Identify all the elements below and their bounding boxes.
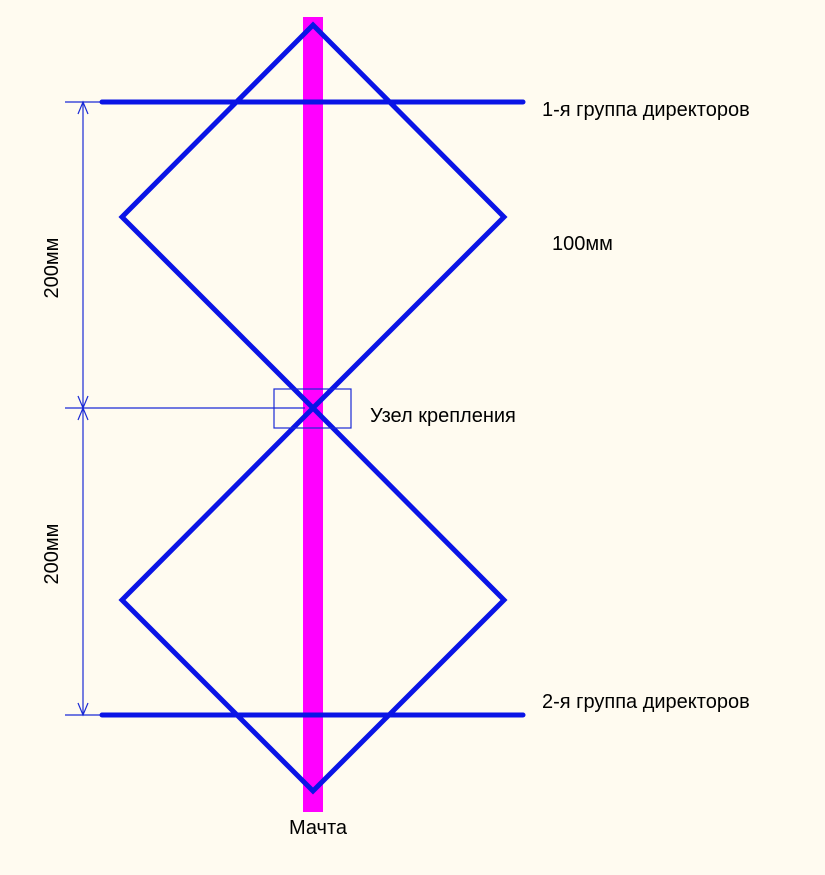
director-bars (99, 99, 526, 718)
mount-node-label: Узел крепления (370, 405, 516, 427)
dimension-bottom-label: 200мм (41, 524, 63, 585)
lower-rhombus (118, 404, 508, 795)
rhombus-elements (118, 21, 508, 795)
side-dimension-label: 100мм (552, 233, 613, 255)
arrow-bottom-lower (77, 702, 89, 717)
arrow-top-upper (77, 100, 89, 115)
dimension-top-label: 200мм (41, 238, 63, 299)
mount-node-box (273, 388, 352, 429)
arrow-bottom-upper (77, 406, 89, 421)
directors-group-2-label: 2-я группа директоров (542, 691, 750, 713)
dimension-lines (65, 100, 305, 717)
mast-label: Мачта (289, 817, 348, 839)
mast-bar (303, 17, 323, 812)
directors-group-1-label: 1-я группа директоров (542, 99, 750, 121)
